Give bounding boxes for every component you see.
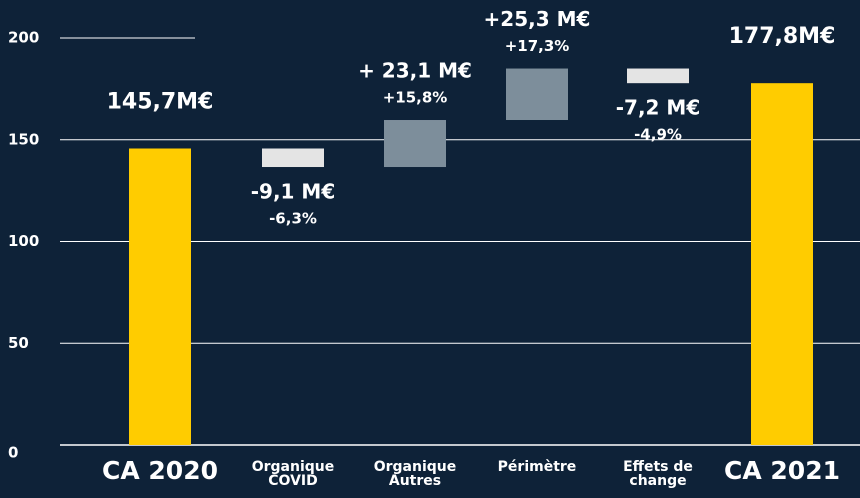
y-tick-label: 100	[8, 232, 39, 250]
value-label: 177,8M€	[729, 24, 836, 49]
x-tick-label: CA 2020	[102, 456, 218, 485]
percent-label: +17,3%	[505, 37, 570, 55]
bar	[751, 83, 813, 445]
y-tick-label: 150	[8, 130, 39, 148]
x-tick-label: change	[629, 473, 686, 489]
x-tick-label: CA 2021	[724, 456, 840, 485]
bar	[627, 68, 689, 84]
percent-label: -4,9%	[634, 126, 682, 144]
y-tick-label: 50	[8, 334, 29, 352]
value-label: -9,1 M€	[251, 180, 336, 204]
bar	[262, 148, 324, 168]
x-tick-label: Autres	[389, 473, 441, 489]
value-label: -7,2 M€	[616, 96, 701, 120]
y-tick-label: 0	[8, 444, 18, 462]
bar	[129, 148, 191, 446]
value-label: +25,3 M€	[484, 7, 591, 31]
percent-label: +15,8%	[383, 89, 448, 107]
y-tick-label: 200	[8, 29, 39, 47]
x-tick-label: COVID	[268, 473, 317, 489]
x-tick-label: Organique	[252, 459, 335, 475]
value-label: 145,7M€	[107, 90, 214, 115]
bar	[384, 120, 446, 168]
x-tick-label: Organique	[374, 459, 457, 475]
x-tick-label: Effets de	[623, 459, 693, 475]
x-tick-label: Périmètre	[498, 459, 577, 475]
percent-label: -6,3%	[269, 210, 317, 228]
bar	[506, 68, 568, 121]
value-label: + 23,1 M€	[358, 59, 472, 83]
